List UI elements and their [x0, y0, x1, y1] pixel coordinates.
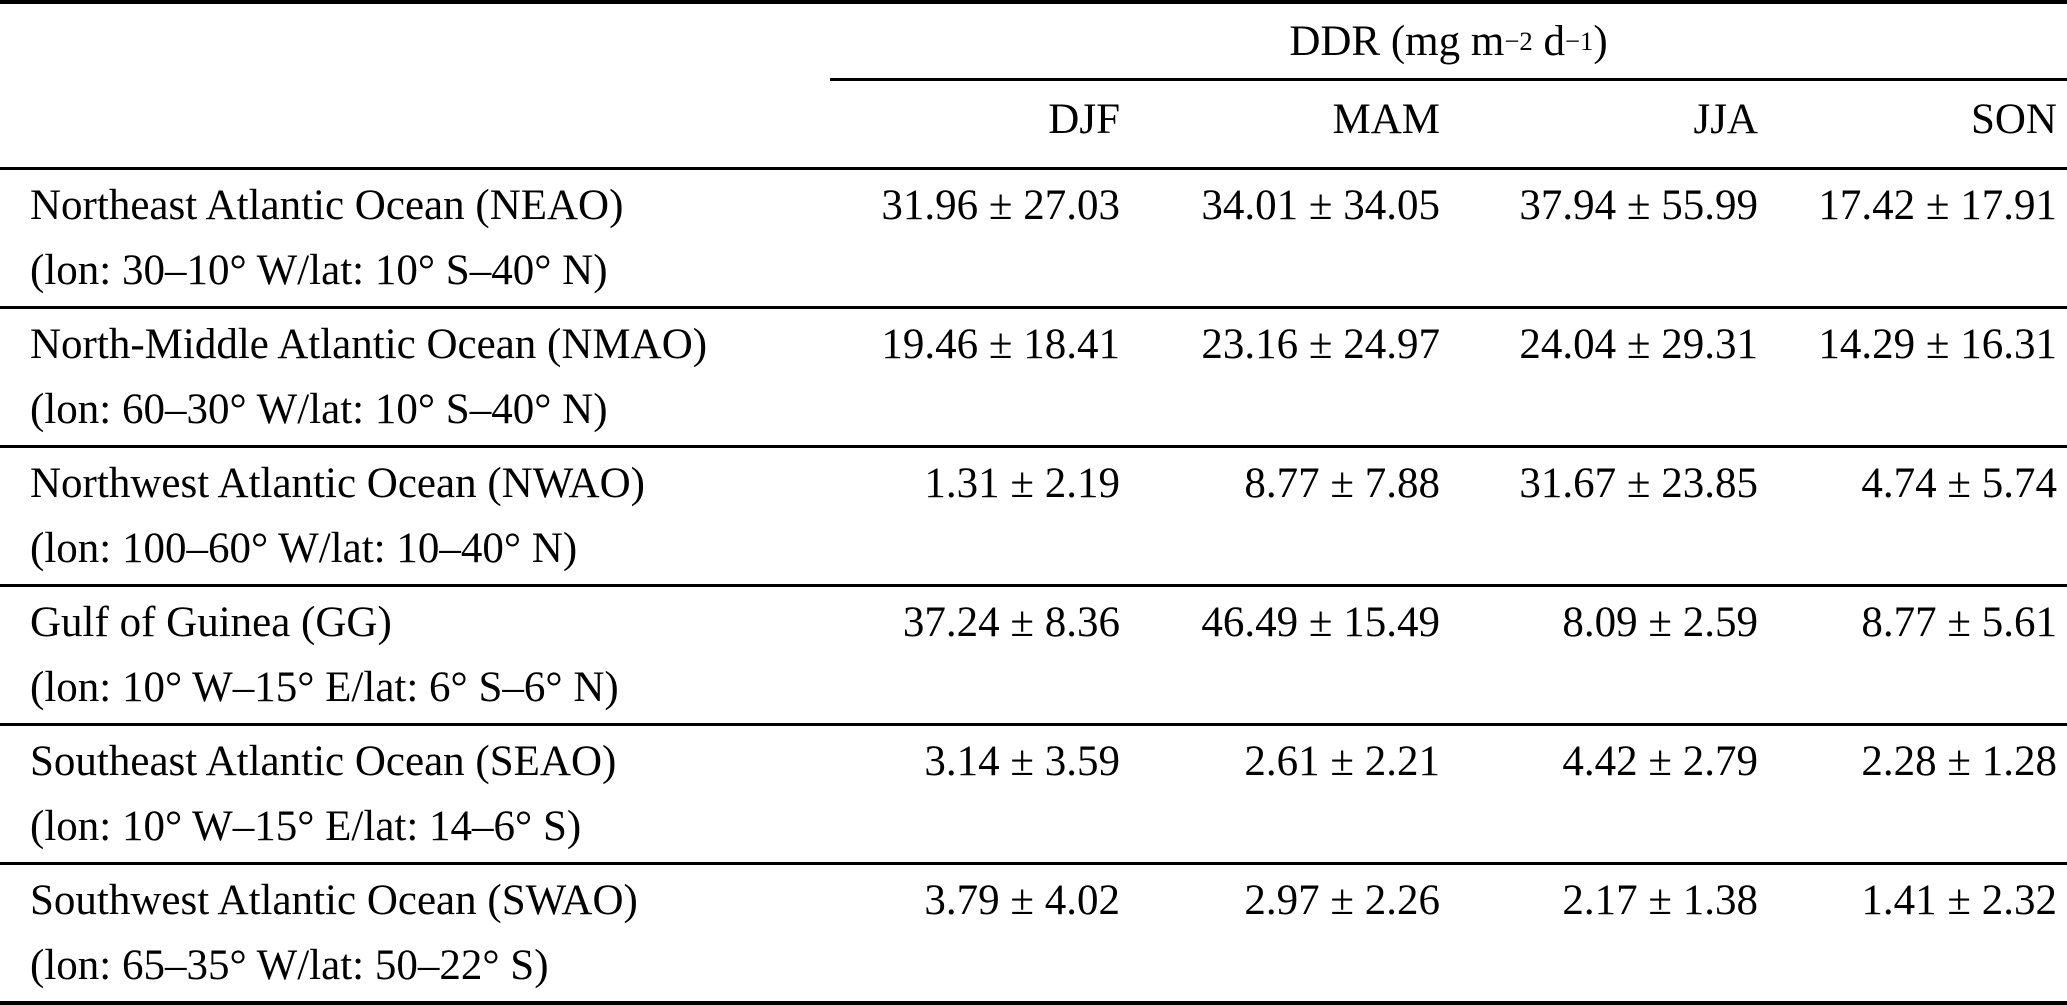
value-djf: 3.79 ± 4.02 — [924, 877, 1120, 924]
table-season-header-row: DJF MAM JJA SON — [0, 81, 2067, 170]
table-row-gg: Gulf of Guinea (GG) (lon: 10° W–15° E/la… — [0, 584, 2067, 723]
region-cell: Southwest Atlantic Ocean (SWAO) (lon: 65… — [0, 865, 830, 1001]
value-jja: 24.04 ± 29.31 — [1519, 321, 1758, 368]
value-son: 4.74 ± 5.74 — [1861, 460, 2057, 507]
value-djf: 37.24 ± 8.36 — [902, 599, 1120, 646]
value-jja: 8.09 ± 2.59 — [1562, 599, 1758, 646]
value-son: 1.41 ± 2.32 — [1861, 877, 2057, 924]
table-group-header-row: DDR (mg m −2 d −1) — [0, 4, 2067, 81]
value-son: 2.28 ± 1.28 — [1861, 738, 2057, 785]
value-jja: 37.94 ± 55.99 — [1519, 182, 1758, 229]
value-jja: 2.17 ± 1.38 — [1562, 877, 1758, 924]
region-column-stub — [0, 81, 830, 167]
column-header-jja: JJA — [1693, 95, 1758, 143]
region-coords: (lon: 60–30° W/lat: 10° S–40° N) — [30, 386, 608, 433]
value-son: 8.77 ± 5.61 — [1861, 599, 2057, 646]
region-cell: Southeast Atlantic Ocean (SEAO) (lon: 10… — [0, 726, 830, 862]
value-mam: 23.16 ± 24.97 — [1201, 321, 1440, 368]
value-mam: 2.61 ± 2.21 — [1244, 738, 1440, 785]
ddr-unit-mid: d — [1532, 17, 1565, 65]
table-row-nmao: North-Middle Atlantic Ocean (NMAO) (lon:… — [0, 306, 2067, 445]
region-name: Northeast Atlantic Ocean (NEAO) — [30, 182, 624, 229]
ddr-unit-header: DDR (mg m −2 d −1) — [830, 4, 2067, 81]
value-jja: 4.42 ± 2.79 — [1562, 738, 1758, 785]
region-name: Gulf of Guinea (GG) — [30, 599, 392, 646]
table-row-nwao: Northwest Atlantic Ocean (NWAO) (lon: 10… — [0, 445, 2067, 584]
region-coords: (lon: 65–35° W/lat: 50–22° S) — [30, 942, 549, 989]
region-name: Southeast Atlantic Ocean (SEAO) — [30, 738, 617, 785]
table-row-neao: Northeast Atlantic Ocean (NEAO) (lon: 30… — [0, 170, 2067, 306]
value-son: 14.29 ± 16.31 — [1818, 321, 2057, 368]
value-djf: 31.96 ± 27.03 — [881, 182, 1120, 229]
region-cell: Northeast Atlantic Ocean (NEAO) (lon: 30… — [0, 170, 830, 306]
region-coords: (lon: 30–10° W/lat: 10° S–40° N) — [30, 247, 608, 294]
region-coords: (lon: 10° W–15° E/lat: 14–6° S) — [30, 803, 582, 850]
region-column-stub — [0, 4, 830, 81]
value-djf: 19.46 ± 18.41 — [881, 321, 1120, 368]
region-coords: (lon: 100–60° W/lat: 10–40° N) — [30, 525, 578, 572]
value-djf: 1.31 ± 2.19 — [924, 460, 1120, 507]
region-coords: (lon: 10° W–15° E/lat: 6° S–6° N) — [30, 664, 619, 711]
region-name: Southwest Atlantic Ocean (SWAO) — [30, 877, 638, 924]
value-mam: 2.97 ± 2.26 — [1244, 877, 1440, 924]
table-row-seao: Southeast Atlantic Ocean (SEAO) (lon: 10… — [0, 723, 2067, 862]
table-row-swao: Southwest Atlantic Ocean (SWAO) (lon: 65… — [0, 862, 2067, 1001]
value-mam: 46.49 ± 15.49 — [1201, 599, 1440, 646]
region-name: Northwest Atlantic Ocean (NWAO) — [30, 460, 645, 507]
value-mam: 8.77 ± 7.88 — [1244, 460, 1440, 507]
value-mam: 34.01 ± 34.05 — [1201, 182, 1440, 229]
value-djf: 3.14 ± 3.59 — [924, 738, 1120, 785]
ddr-unit-pre: DDR (mg m — [1289, 17, 1505, 65]
column-header-mam: MAM — [1332, 95, 1440, 143]
column-header-son: SON — [1970, 95, 2057, 143]
value-son: 17.42 ± 17.91 — [1818, 182, 2057, 229]
region-cell: Gulf of Guinea (GG) (lon: 10° W–15° E/la… — [0, 587, 830, 723]
region-cell: Northwest Atlantic Ocean (NWAO) (lon: 10… — [0, 448, 830, 584]
value-jja: 31.67 ± 23.85 — [1519, 460, 1758, 507]
ddr-unit-post: ) — [1593, 17, 1608, 65]
column-header-djf: DJF — [1048, 95, 1120, 143]
region-name: North-Middle Atlantic Ocean (NMAO) — [30, 321, 708, 368]
region-cell: North-Middle Atlantic Ocean (NMAO) (lon:… — [0, 309, 830, 445]
